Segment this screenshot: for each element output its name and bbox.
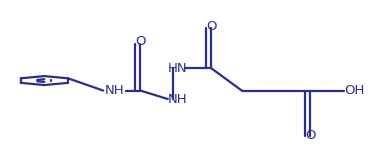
Text: O: O [305,129,315,142]
Text: NH: NH [105,84,124,97]
Text: NH: NH [168,93,188,106]
Text: HN: HN [168,62,188,75]
Text: OH: OH [345,84,365,97]
Text: O: O [135,35,146,48]
Text: O: O [206,20,217,33]
